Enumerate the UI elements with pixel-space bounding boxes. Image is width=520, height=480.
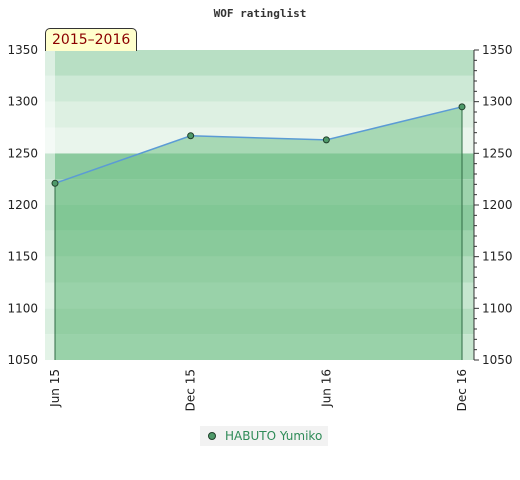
x-tick-label: Dec 15 — [184, 369, 198, 411]
y-tick-label-left: 1250 — [7, 146, 38, 160]
y-tick-label-right: 1100 — [482, 301, 513, 315]
y-tick-label-left: 1050 — [7, 353, 38, 367]
y-axis-right-labels: 1050 1100 1150 1200 1250 1300 1350 — [482, 43, 513, 367]
y-tick-label-right: 1050 — [482, 353, 513, 367]
y-tick-label-right: 1150 — [482, 250, 513, 264]
y-tick-label-left: 1300 — [7, 95, 38, 109]
left-gutter — [45, 50, 55, 360]
y-tick-label-right: 1350 — [482, 43, 513, 57]
data-point — [458, 103, 466, 111]
y-tick-label-left: 1350 — [7, 43, 38, 57]
line-layer — [54, 106, 463, 185]
y-tick-label-right: 1200 — [482, 198, 513, 212]
y-tick-label-right: 1250 — [482, 146, 513, 160]
y-tick-label-left: 1200 — [7, 198, 38, 212]
background-band — [45, 50, 474, 76]
data-points — [51, 103, 466, 187]
y-tick-label-left: 1150 — [7, 250, 38, 264]
legend[interactable]: HABUTO Yumiko — [200, 426, 329, 446]
data-point — [322, 136, 330, 144]
y-axis-left-labels: 1050 1100 1150 1200 1250 1300 1350 — [7, 43, 38, 367]
x-tick-label: Dec 16 — [455, 369, 469, 411]
x-axis-labels: Jun 15 Dec 15 Jun 16 Dec 16 — [48, 369, 469, 411]
data-point — [51, 179, 59, 187]
drop-lines — [54, 106, 463, 360]
area-layer — [55, 106, 462, 360]
y-tick-label-left: 1100 — [7, 301, 38, 315]
legend-marker-icon — [208, 432, 216, 440]
legend-label: HABUTO Yumiko — [225, 429, 323, 443]
x-tick-label: Jun 16 — [319, 369, 333, 408]
series-area — [55, 106, 462, 360]
axes — [473, 49, 479, 361]
series-line — [54, 106, 463, 185]
period-badge: 2015–2016 — [45, 28, 138, 51]
data-point — [187, 132, 195, 140]
y-tick-label-right: 1300 — [482, 95, 513, 109]
chart-title: WOF ratinglist — [214, 7, 307, 20]
background-band — [45, 75, 474, 102]
x-tick-label: Jun 15 — [48, 369, 62, 408]
